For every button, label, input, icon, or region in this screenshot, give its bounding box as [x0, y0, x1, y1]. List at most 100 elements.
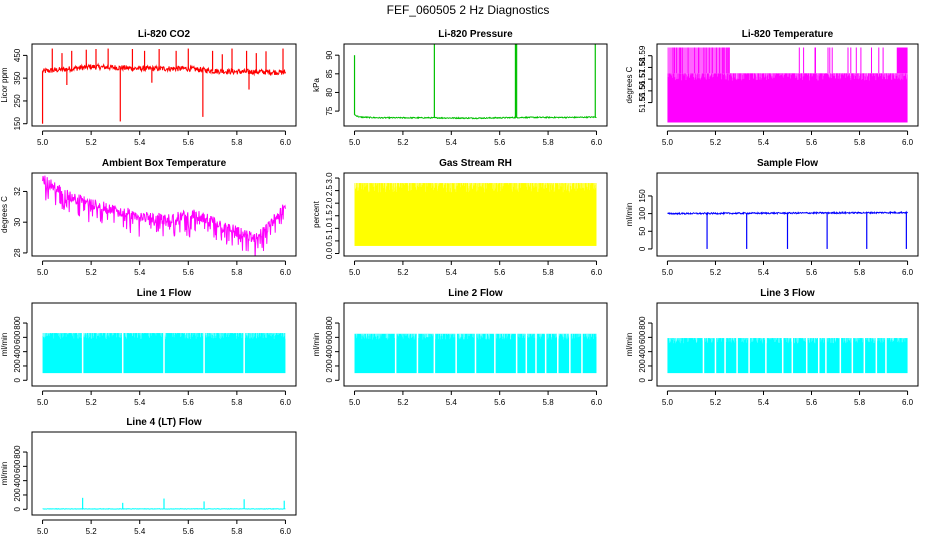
x-tick-label: 5.2 [86, 268, 98, 277]
x-tick-label: 5.4 [446, 398, 458, 407]
chart-panel-8: Line 2 Flow 5.0 5.2 5.4 5.6 5.8 6.0 0 2004006008… [312, 288, 608, 407]
plot-frame [656, 43, 919, 127]
band-texture [42, 333, 286, 340]
data-line [42, 175, 286, 256]
x-tick-label: 6.0 [902, 268, 914, 277]
y-tick-label: 800 [13, 316, 22, 330]
y-tick-label: 51.58 [638, 57, 647, 78]
x-tick-label: 5.8 [231, 398, 243, 407]
x-tick-label: 5.8 [231, 268, 243, 277]
x-tick-label: 6.0 [280, 527, 292, 536]
x-axis: 5.0 5.2 5.4 5.6 5.8 6.0 [37, 390, 292, 407]
band-texture [667, 73, 908, 81]
y-tick-label: 32 [13, 186, 22, 195]
y-tick-label: 90 [325, 50, 334, 59]
x-axis: 5.0 5.2 5.4 5.6 5.8 6.0 [662, 130, 914, 147]
x-tick-label: 5.2 [397, 398, 409, 407]
x-tick-label: 5.2 [397, 268, 409, 277]
band-texture [355, 183, 596, 193]
y-axis-label: ml/min [0, 462, 9, 486]
x-tick-label: 5.0 [349, 138, 361, 147]
x-tick-label: 5.6 [806, 268, 818, 277]
x-tick-label: 5.8 [543, 138, 555, 147]
chart-series [353, 44, 597, 120]
y-axis: 150 250 350 450 [13, 48, 28, 130]
data-line [354, 114, 597, 120]
x-tick-label: 5.8 [543, 398, 555, 407]
chart-series [42, 175, 286, 256]
y-tick-label: 100 [638, 206, 647, 220]
y-tick-label: 51.55 [638, 92, 647, 113]
y-tick-label: 450 [13, 48, 22, 62]
y-tick-label: 80 [325, 87, 334, 96]
x-tick-label: 5.6 [183, 138, 195, 147]
plot-frame [656, 172, 919, 257]
x-tick-label: 5.6 [183, 268, 195, 277]
y-tick-label: 0.0 [325, 247, 334, 259]
y-tick-label: 600 [638, 330, 647, 344]
data-band [667, 338, 908, 374]
x-tick-label: 5.8 [231, 138, 243, 147]
chart-panel-3: Li-820 Temperature 5.0 5.2 5.4 5.6 5.8 6.0 51.5… [625, 29, 919, 147]
x-axis: 5.0 5.2 5.4 5.6 5.8 6.0 [349, 390, 603, 407]
y-tick-label: 250 [13, 94, 22, 108]
x-tick-label: 5.6 [183, 398, 195, 407]
y-tick-label: 0 [13, 507, 22, 512]
y-axis-label: ml/min [0, 333, 9, 357]
y-axis-label: degrees C [625, 66, 634, 103]
y-axis-label: ml/min [625, 203, 634, 227]
chart-panel-1: Li-820 CO2 5.0 5.2 5.4 5.6 5.8 6.0 150 250 350 450… [0, 29, 297, 147]
x-tick-label: 5.4 [758, 138, 770, 147]
x-tick-label: 6.0 [591, 268, 603, 277]
y-tick-label: 30 [13, 217, 22, 226]
y-tick-label: 2.5 [325, 184, 334, 196]
y-axis: 75 80 85 90 [325, 50, 340, 116]
x-tick-label: 5.2 [710, 398, 722, 407]
x-tick-label: 6.0 [591, 398, 603, 407]
x-tick-label: 5.8 [854, 398, 866, 407]
x-tick-label: 5.4 [758, 268, 770, 277]
x-tick-label: 5.6 [806, 398, 818, 407]
plot-frame [31, 431, 297, 516]
y-tick-label: 51.57 [638, 69, 647, 90]
y-tick-label: 85 [325, 69, 334, 78]
plot-frame [31, 43, 297, 127]
plot-frame [31, 172, 297, 257]
x-tick-label: 6.0 [280, 138, 292, 147]
y-tick-label: 800 [638, 316, 647, 330]
chart-title: Gas Stream RH [439, 158, 512, 169]
x-tick-label: 5.8 [543, 268, 555, 277]
chart-title: Li-820 CO2 [138, 29, 191, 40]
y-axis: 28 30 32 [13, 186, 28, 257]
x-tick-label: 6.0 [591, 138, 603, 147]
band-texture [668, 338, 907, 344]
chart-panel-2: Li-820 Pressure 5.0 5.2 5.4 5.6 5.8 6.0 75 80 85 9… [312, 29, 608, 147]
y-tick-label: 200 [13, 359, 22, 373]
chart-title: Line 4 (LT) Flow [126, 417, 202, 428]
x-tick-label: 5.2 [397, 138, 409, 147]
x-axis: 5.0 5.2 5.4 5.6 5.8 6.0 [662, 260, 914, 277]
y-tick-label: 2.0 [325, 197, 334, 209]
x-tick-label: 5.4 [134, 398, 146, 407]
plot-frame [31, 302, 297, 387]
y-tick-label: 400 [13, 473, 22, 487]
chart-series [42, 497, 286, 510]
x-tick-label: 5.0 [662, 268, 674, 277]
plot-frame [343, 43, 608, 127]
y-axis: 0 50 100 150 [638, 189, 653, 251]
y-tick-label: 75 [325, 106, 334, 115]
chart-series [667, 337, 908, 375]
x-tick-label: 6.0 [280, 398, 292, 407]
chart-series [41, 48, 286, 124]
x-tick-label: 5.2 [710, 268, 722, 277]
chart-panel-7: Line 1 Flow 5.0 5.2 5.4 5.6 5.8 6.0 0 2004006008… [0, 288, 297, 407]
x-tick-label: 5.0 [349, 268, 361, 277]
chart-series [354, 332, 597, 375]
x-tick-label: 5.2 [86, 138, 98, 147]
y-tick-label: 0 [638, 246, 647, 251]
y-axis-label: kPa [312, 78, 321, 92]
spike-block [896, 47, 908, 74]
plot-frame [656, 302, 919, 387]
x-tick-label: 5.4 [446, 268, 458, 277]
